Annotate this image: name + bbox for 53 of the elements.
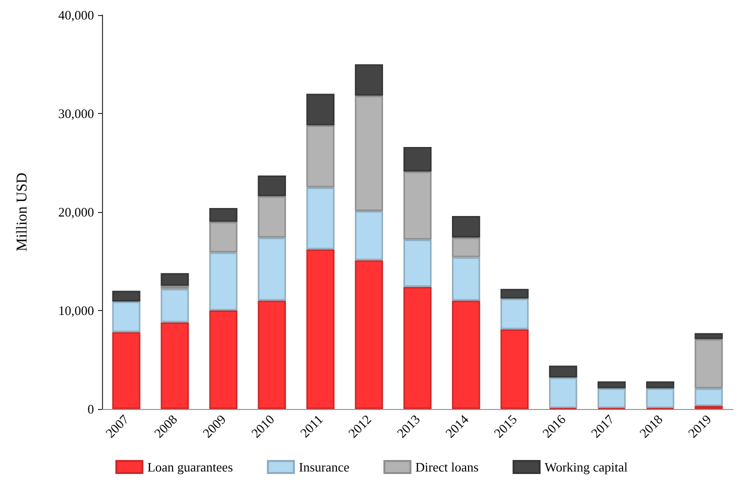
bar xyxy=(694,333,723,340)
bar xyxy=(452,257,480,301)
bar xyxy=(354,96,384,212)
x-tick-label: 2011 xyxy=(297,412,326,440)
y-tick-label: 0 xyxy=(88,402,94,416)
bar xyxy=(354,211,384,260)
bar xyxy=(112,332,140,409)
bar xyxy=(694,339,723,388)
bar xyxy=(549,377,578,408)
bar xyxy=(209,208,238,222)
bar xyxy=(646,388,674,408)
bar xyxy=(209,252,238,310)
bar xyxy=(258,196,286,238)
bar xyxy=(452,216,480,238)
bar xyxy=(258,238,286,301)
bar xyxy=(306,249,334,409)
bar xyxy=(160,322,189,409)
y-tick-label: 10,000 xyxy=(58,303,94,318)
bar xyxy=(598,381,626,388)
bar xyxy=(112,290,140,302)
bar xyxy=(209,222,238,252)
bar xyxy=(306,187,334,250)
bar xyxy=(258,300,286,409)
bar xyxy=(306,94,334,126)
bar xyxy=(452,238,480,258)
bar xyxy=(306,125,334,188)
bar xyxy=(549,366,578,378)
y-tick-label: 40,000 xyxy=(58,8,94,22)
bar xyxy=(500,329,529,409)
bar xyxy=(403,286,432,409)
bar xyxy=(403,240,432,287)
bar xyxy=(354,260,384,409)
bar xyxy=(646,381,674,388)
y-tick-label: 20,000 xyxy=(58,204,94,220)
bar xyxy=(500,288,529,299)
bar xyxy=(694,388,723,406)
bar xyxy=(112,302,140,332)
bar xyxy=(598,388,626,408)
bar xyxy=(403,146,432,172)
bar xyxy=(160,273,189,286)
legend-label: Loan guarantees xyxy=(147,460,233,474)
bar xyxy=(452,300,480,409)
bar xyxy=(160,288,189,322)
bar xyxy=(500,298,529,330)
legend-label: Working capital xyxy=(544,460,628,474)
y-tick-label: 30,000 xyxy=(58,106,94,121)
bar xyxy=(209,310,238,409)
bar xyxy=(258,176,286,196)
bar xyxy=(403,172,432,240)
legend-label: Insurance xyxy=(298,460,350,474)
bar xyxy=(354,64,384,96)
legend-label: Direct loans xyxy=(415,460,479,474)
y-axis-title: Million USD xyxy=(14,172,30,252)
